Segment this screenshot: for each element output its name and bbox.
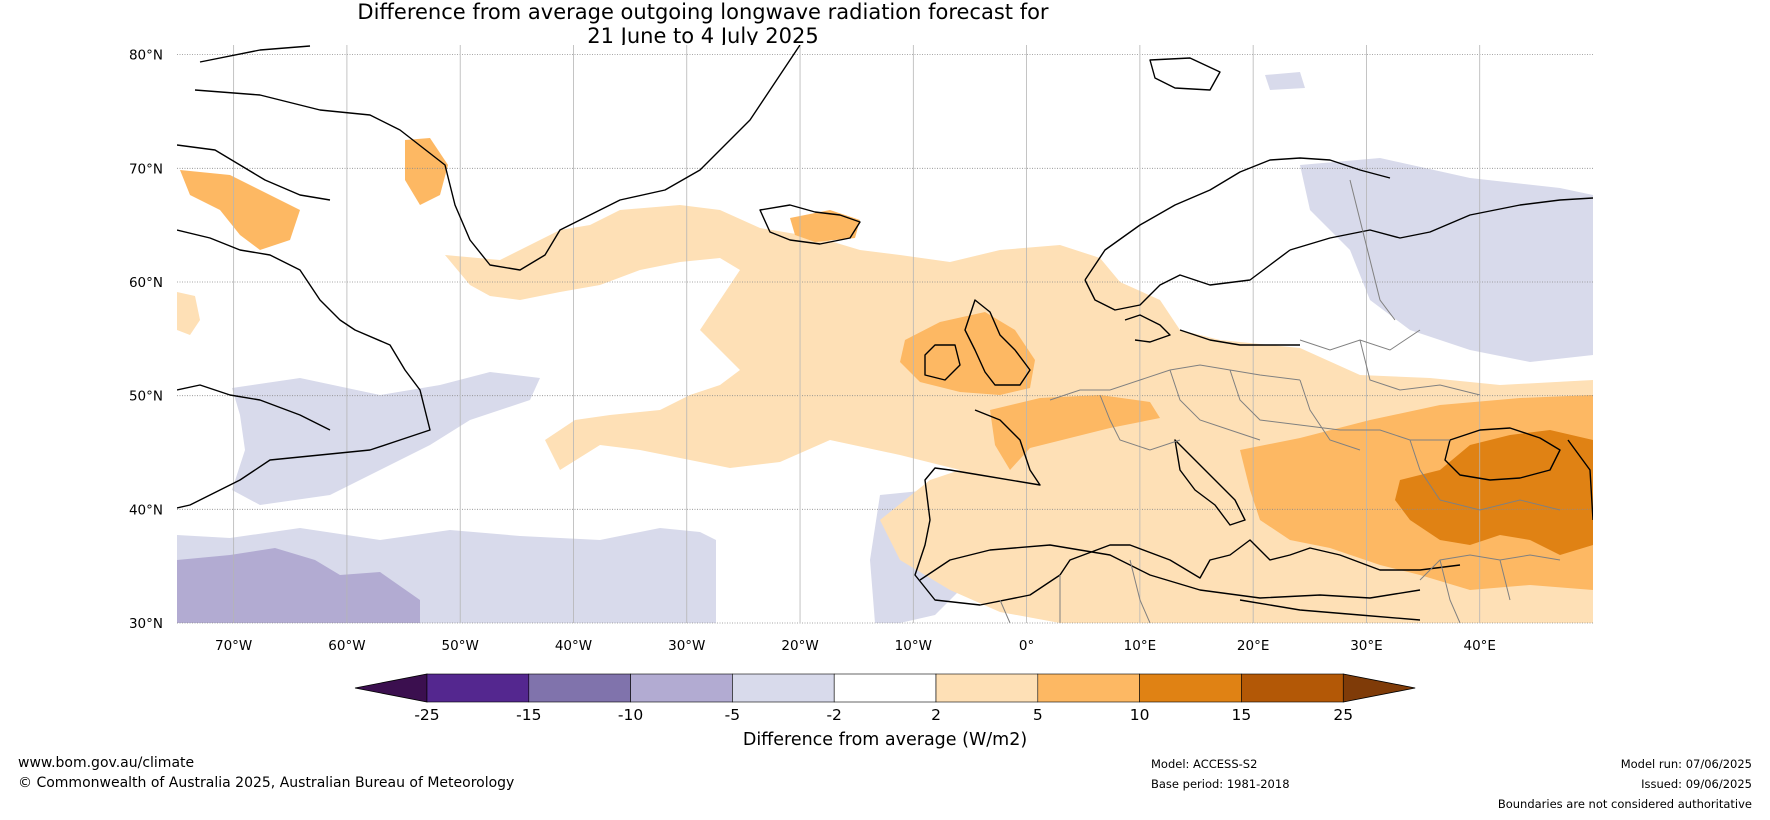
- colorbar-tick-label: -15: [516, 706, 541, 724]
- anomaly-neg-russia: [1300, 158, 1593, 362]
- anomaly-pos-france: [990, 395, 1160, 470]
- colorbar-segment: [528, 673, 631, 703]
- anomaly-pos-greenland-west: [177, 292, 200, 335]
- scandinavia-coast: [1084, 157, 1593, 311]
- colorbar-tick-label: -25: [414, 706, 439, 724]
- title-line-2: 21 June to 4 July 2025: [587, 24, 819, 48]
- black-sea-coast: [1444, 427, 1561, 481]
- anomaly-neg-svalbard: [1265, 72, 1305, 90]
- anomaly-fields: [177, 72, 1593, 623]
- footer-base-period: Base period: 1981-2018: [1151, 777, 1290, 791]
- colorbar-extend-low: [354, 673, 428, 703]
- longitude-tick-label: 10°W: [895, 638, 932, 654]
- longitude-tick-label: 50°W: [442, 638, 479, 654]
- longitude-labels: 70°W 60°W 50°W 40°W 30°W 20°W 10°W 0° 10°E 20°E 30…: [215, 638, 1496, 654]
- svalbard-coast: [1149, 57, 1221, 91]
- latitude-tick-label: 50°N: [129, 389, 163, 405]
- anomaly-pos-greenland-east: [405, 138, 448, 205]
- longitude-tick-label: 60°W: [328, 638, 365, 654]
- anomaly-pos-british-isles: [900, 312, 1035, 395]
- latitude-tick-label: 70°N: [129, 161, 163, 177]
- longitude-tick-label: 0°: [1019, 638, 1034, 654]
- colorbar-segment: [1139, 673, 1242, 703]
- colorbar-segment: [630, 673, 733, 703]
- borders-mideast: [999, 554, 1561, 623]
- longitude-tick-label: 40°E: [1463, 638, 1495, 654]
- colorbar: -25 -15 -10 -5 -2 2 5 10 15 25: [354, 673, 1416, 724]
- anomaly-neg-newfoundland: [232, 372, 540, 505]
- latitude-tick-label: 40°N: [129, 502, 163, 518]
- footer-issued: Issued: 09/06/2025: [1641, 777, 1752, 791]
- map-panel: [177, 45, 1593, 624]
- colorbar-extend-high: [1342, 673, 1416, 703]
- colorbar-tick-label: 10: [1130, 706, 1150, 724]
- longitude-tick-label: 20°E: [1237, 638, 1269, 654]
- anomaly-pos-black-sea: [1395, 430, 1593, 555]
- colorbar-label: Difference from average (W/m2): [743, 730, 1027, 750]
- colorbar-tick-label: 2: [931, 706, 941, 724]
- footer-model: Model: ACCESS-S2: [1151, 757, 1258, 771]
- canada-arctic-coast: [177, 144, 431, 509]
- colorbar-segment: [1241, 673, 1344, 703]
- colorbar-segment: [732, 673, 835, 703]
- latitude-tick-label: 30°N: [129, 616, 163, 632]
- map-title: Difference from average outgoing longwav…: [0, 0, 1406, 48]
- footer-website[interactable]: www.bom.gov.au/climate: [18, 755, 195, 771]
- anomaly-pos-iceland: [790, 210, 860, 242]
- british-isles-coast: [924, 299, 1031, 386]
- anomaly-neg-south-atlantic-core: [177, 548, 420, 623]
- colorbar-segment: [1037, 673, 1140, 703]
- colorbar-tick-label: 25: [1333, 706, 1353, 724]
- colorbar-segment: [426, 673, 530, 703]
- longitude-tick-label: 10°E: [1124, 638, 1156, 654]
- longitude-tick-label: 30°W: [668, 638, 705, 654]
- greenland-coast: [194, 45, 801, 271]
- africa-north-coast: [919, 544, 1421, 621]
- longitude-tick-label: 70°W: [215, 638, 252, 654]
- longitude-tick-label: 20°W: [781, 638, 818, 654]
- colorbar-tick-label: 15: [1232, 706, 1252, 724]
- footer-model-run: Model run: 07/06/2025: [1620, 757, 1752, 771]
- iceland-coast: [759, 204, 861, 245]
- anomaly-pos-labrador: [180, 170, 300, 250]
- latitude-tick-label: 80°N: [129, 48, 163, 64]
- country-borders: [999, 179, 1561, 623]
- longitude-tick-label: 30°E: [1350, 638, 1382, 654]
- footer-disclaimer: Boundaries are not considered authoritat…: [1497, 797, 1752, 811]
- colorbar-tick-label: -2: [826, 706, 841, 724]
- colorbar-tick-label: 5: [1033, 706, 1043, 724]
- latitude-tick-label: 60°N: [129, 275, 163, 291]
- latitude-labels: 80°N 70°N 60°N 50°N 40°N 30°N: [129, 48, 163, 632]
- colorbar-tick-label: -10: [618, 706, 643, 724]
- colorbar-segment: [833, 673, 937, 703]
- title-line-1: Difference from average outgoing longwav…: [357, 0, 1049, 24]
- italy-coast: [1174, 439, 1246, 526]
- colorbar-tick-label: -5: [725, 706, 740, 724]
- colorbar-segment: [935, 673, 1039, 703]
- caspian-coast: [1567, 439, 1593, 521]
- longitude-tick-label: 40°W: [555, 638, 592, 654]
- borders-europe: [1049, 179, 1561, 511]
- footer-copyright: © Commonwealth of Australia 2025, Austra…: [18, 775, 515, 791]
